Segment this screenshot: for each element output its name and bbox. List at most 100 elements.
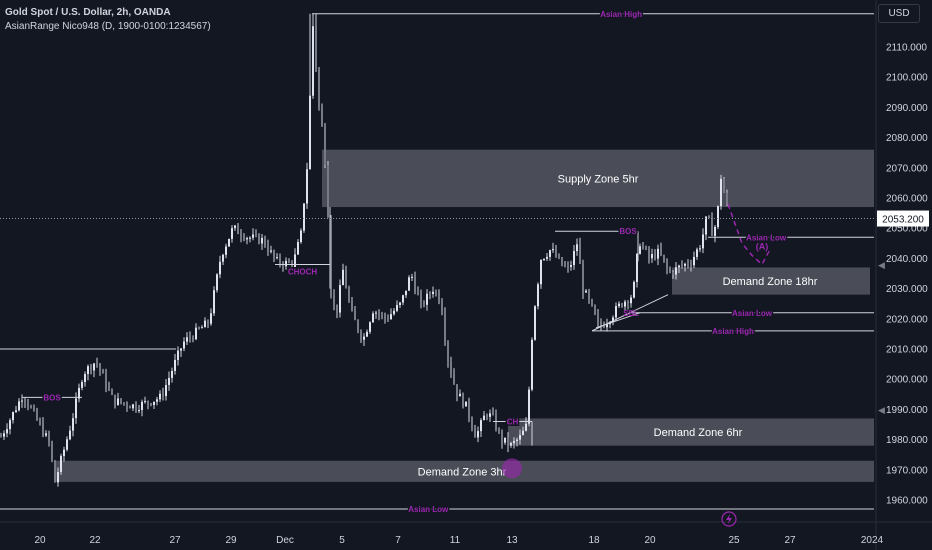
candle-body [375, 312, 377, 314]
candle-body [288, 260, 290, 263]
candle-body [579, 244, 581, 264]
y-tick-label: 2020.000 [886, 314, 928, 325]
candle-body [630, 297, 632, 304]
zone-rect [672, 267, 870, 295]
candle-body [318, 68, 320, 107]
candle-body [42, 423, 44, 436]
candle-body [459, 393, 461, 397]
candle-body [246, 238, 248, 240]
candle-body [546, 256, 548, 259]
scroll-down-arrow-icon[interactable]: ◀ [878, 405, 885, 415]
candle-body [483, 415, 485, 421]
candle-body [711, 217, 713, 236]
candle-body [162, 393, 164, 397]
x-tick-label: 25 [728, 535, 740, 546]
candle-body [270, 250, 272, 252]
chart-legend: Gold Spot / U.S. Dollar, 2h, OANDA Asian… [5, 6, 211, 34]
candle-body [249, 237, 251, 239]
candle-body [675, 267, 677, 275]
candle-body [84, 374, 86, 383]
candle-body [15, 410, 17, 412]
candle-body [0, 436, 2, 438]
candle-body [627, 301, 629, 304]
candle-body [636, 253, 638, 282]
candle-body [297, 242, 299, 255]
level-label: Asian High [600, 10, 642, 19]
candle-body [81, 382, 83, 388]
zone-rect [54, 460, 874, 482]
candle-body [555, 249, 557, 257]
candle-body [30, 406, 32, 408]
candle-body [135, 404, 137, 411]
candle-body [195, 327, 197, 340]
candle-body [372, 313, 374, 323]
x-tick-label: 5 [339, 535, 345, 546]
candle-body [357, 320, 359, 332]
ssl-trendline [595, 312, 641, 329]
structure-label: CH [507, 417, 519, 426]
candle-body [300, 230, 302, 243]
candle-body [525, 423, 527, 431]
candle-body [390, 314, 392, 320]
candle-body [225, 246, 227, 255]
candle-body [306, 169, 308, 204]
candle-body [618, 303, 620, 307]
candle-body [219, 261, 221, 275]
candle-body [153, 401, 155, 405]
candle-body [180, 348, 182, 351]
candle-body [447, 341, 449, 362]
candle-body [714, 226, 716, 236]
candle-body [420, 294, 422, 303]
candle-body [258, 234, 260, 244]
scroll-up-arrow-icon[interactable]: ◀ [878, 260, 885, 270]
candle-body [360, 331, 362, 340]
candle-body [591, 299, 593, 306]
y-tick-label: 2110.000 [886, 43, 927, 54]
candle-body [204, 320, 206, 328]
candle-body [240, 233, 242, 237]
candle-body [405, 290, 407, 296]
candle-body [66, 439, 68, 450]
candle-body [558, 256, 560, 258]
candle-body [432, 291, 434, 294]
candle-body [285, 260, 287, 267]
candle-body [159, 393, 161, 400]
candle-body [516, 439, 518, 441]
candle-body [342, 269, 344, 286]
candle-body [126, 403, 128, 407]
zone-label: Supply Zone 5hr [558, 173, 639, 185]
candle-body [144, 401, 146, 403]
candle-body [651, 254, 653, 259]
currency-button[interactable]: USD [878, 4, 920, 23]
candle-body [267, 245, 269, 252]
candle-body [57, 471, 59, 483]
y-tick-label: 2060.000 [886, 194, 928, 205]
y-tick-label: 2080.000 [886, 133, 928, 144]
candle-body [612, 317, 614, 323]
candle-body [708, 216, 710, 218]
candle-body [582, 263, 584, 293]
candle-body [330, 217, 332, 296]
candle-body [189, 337, 191, 339]
candle-body [387, 318, 389, 320]
candle-body [279, 257, 281, 264]
candle-body [78, 387, 80, 399]
current-price-badge [877, 210, 929, 227]
candle-body [99, 363, 101, 371]
candle-body [315, 26, 317, 69]
candle-body [726, 192, 728, 205]
candle-body [564, 265, 566, 267]
candle-body [498, 429, 500, 432]
low-marker-circle [502, 458, 522, 479]
candle-body [294, 254, 296, 268]
candle-body [324, 126, 326, 166]
candle-body [657, 248, 659, 259]
candle-body [255, 234, 257, 236]
candle-body [411, 276, 413, 278]
candle-body [3, 433, 5, 437]
indicator-label[interactable]: AsianRange Nico948 (D, 1900-0100:1234567… [5, 21, 211, 32]
symbol-title[interactable]: Gold Spot / U.S. Dollar, 2h, OANDA [5, 7, 171, 18]
candle-body [717, 206, 719, 227]
